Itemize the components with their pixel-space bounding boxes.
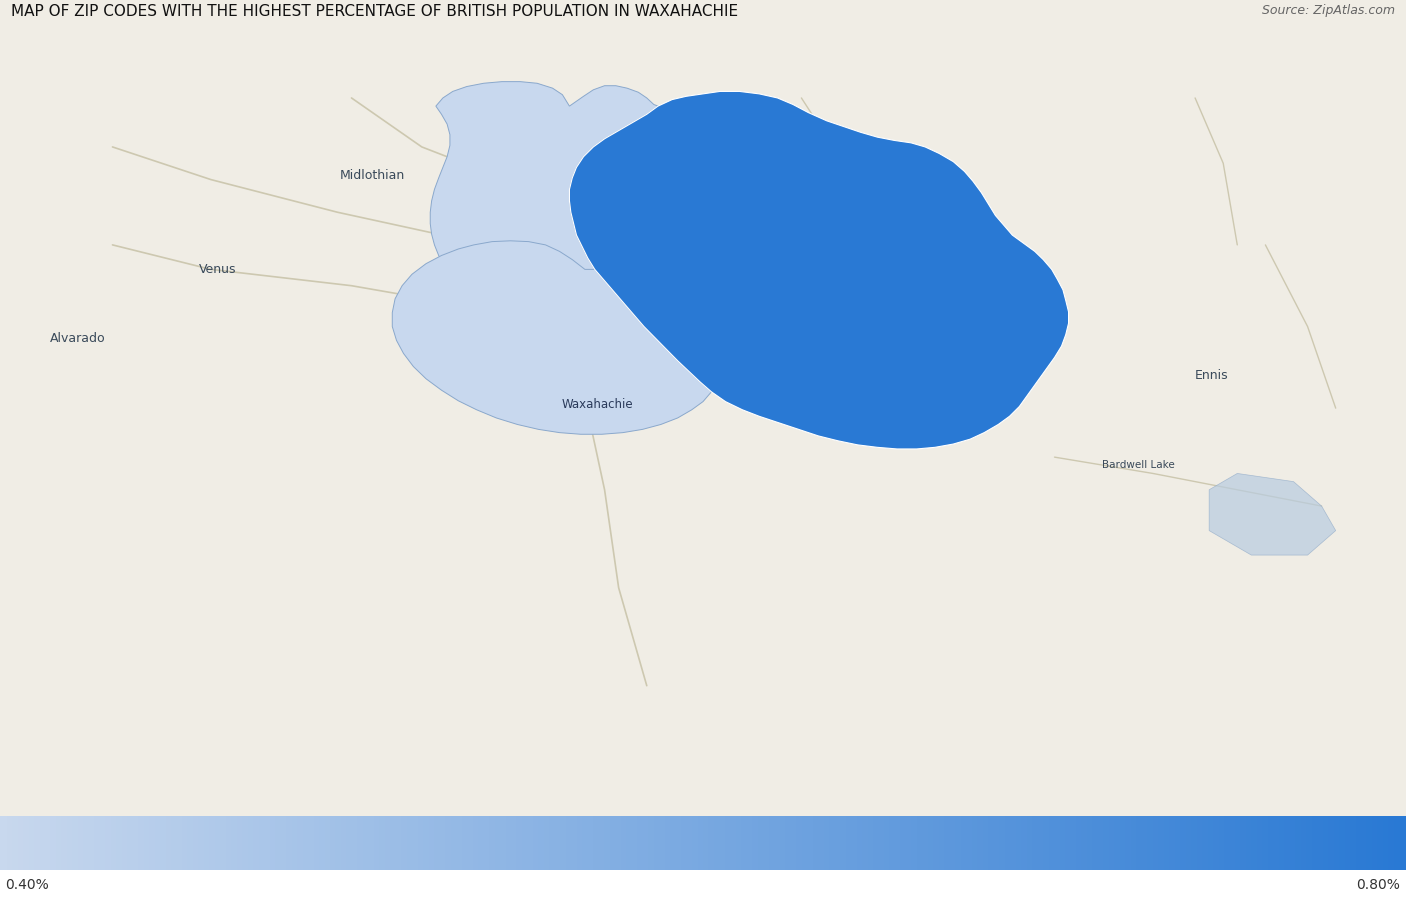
Text: 0.80%: 0.80% xyxy=(1357,878,1400,893)
Polygon shape xyxy=(569,92,1069,449)
Text: Venus: Venus xyxy=(200,263,236,276)
Text: Bardwell Lake: Bardwell Lake xyxy=(1102,460,1175,470)
Text: Source: ZipAtlas.com: Source: ZipAtlas.com xyxy=(1261,4,1395,17)
Text: Midlothian: Midlothian xyxy=(340,169,405,182)
Polygon shape xyxy=(392,241,711,434)
Text: MAP OF ZIP CODES WITH THE HIGHEST PERCENTAGE OF BRITISH POPULATION IN WAXAHACHIE: MAP OF ZIP CODES WITH THE HIGHEST PERCEN… xyxy=(11,4,738,20)
Text: Ennis: Ennis xyxy=(1195,369,1229,382)
Text: 0.40%: 0.40% xyxy=(6,878,49,893)
Polygon shape xyxy=(430,82,658,294)
Text: Waxahachie: Waxahachie xyxy=(562,397,633,411)
Text: Alvarado: Alvarado xyxy=(49,333,105,345)
Polygon shape xyxy=(1209,474,1336,555)
